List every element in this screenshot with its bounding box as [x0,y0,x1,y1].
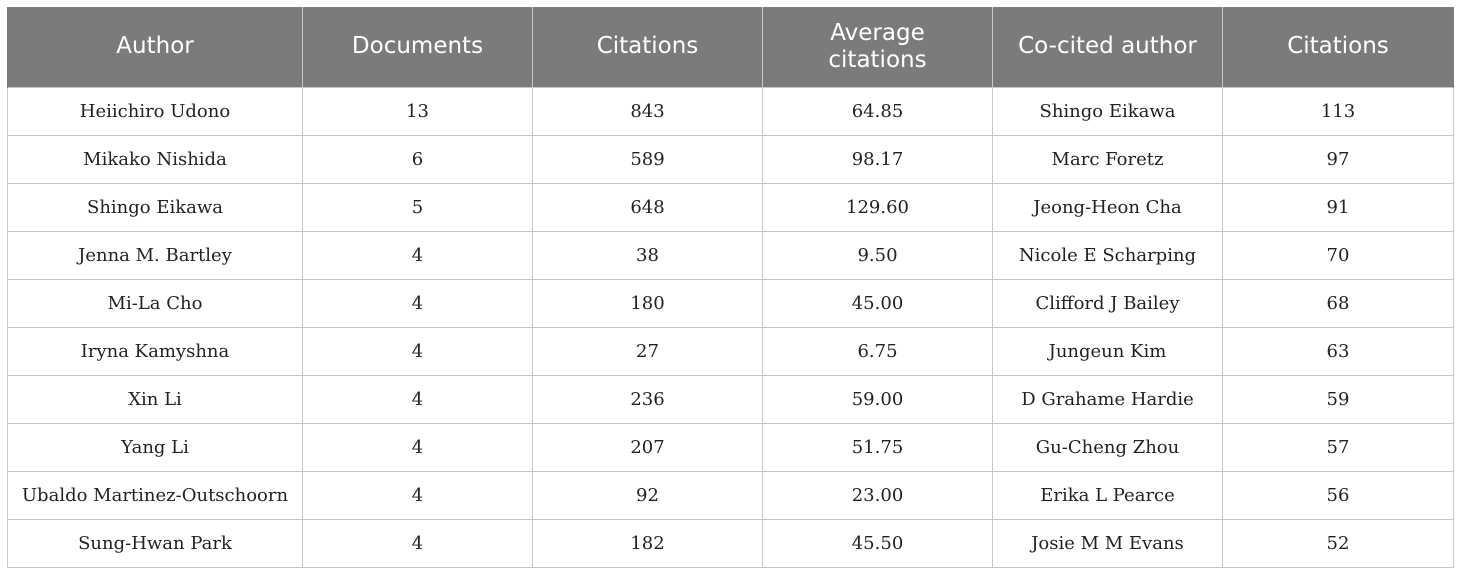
cell-citations: 236 [532,374,763,424]
cell-co-cited-author: D Grahame Hardie [992,374,1223,424]
cell-author: Shingo Eikawa [7,182,303,232]
cell-co-cited-citations: 63 [1222,326,1454,376]
header-co-cited-citations: Citations [1222,7,1454,87]
cell-average-citations: 9.50 [762,230,993,280]
cell-average-citations: 129.60 [762,182,993,232]
cell-co-cited-author: Jeong-Heon Cha [992,182,1223,232]
table-row: Sung-Hwan Park 4 182 45.50 Josie M M Eva… [7,518,1454,568]
header-row: Author Documents Citations Average citat… [7,7,1454,87]
table-row: Yang Li 4 207 51.75 Gu-Cheng Zhou 57 [7,422,1454,472]
cell-citations: 180 [532,278,763,328]
cell-citations: 27 [532,326,763,376]
table-row: Ubaldo Martinez-Outschoorn 4 92 23.00 Er… [7,470,1454,520]
cell-documents: 4 [302,230,533,280]
cell-co-cited-citations: 57 [1222,422,1454,472]
cell-author: Yang Li [7,422,303,472]
cell-documents: 4 [302,518,533,568]
cell-citations: 182 [532,518,763,568]
table-row: Mi-La Cho 4 180 45.00 Clifford J Bailey … [7,278,1454,328]
cell-author: Ubaldo Martinez-Outschoorn [7,470,303,520]
table-row: Jenna M. Bartley 4 38 9.50 Nicole E Scha… [7,230,1454,280]
cell-author: Xin Li [7,374,303,424]
cell-co-cited-citations: 56 [1222,470,1454,520]
cell-author: Jenna M. Bartley [7,230,303,280]
cell-co-cited-citations: 70 [1222,230,1454,280]
cell-average-citations: 6.75 [762,326,993,376]
author-citation-table: Author Documents Citations Average citat… [7,7,1454,568]
cell-co-cited-author: Gu-Cheng Zhou [992,422,1223,472]
cell-co-cited-citations: 91 [1222,182,1454,232]
cell-author: Iryna Kamyshna [7,326,303,376]
cell-documents: 4 [302,278,533,328]
cell-average-citations: 59.00 [762,374,993,424]
table-row: Mikako Nishida 6 589 98.17 Marc Foretz 9… [7,134,1454,184]
cell-documents: 4 [302,326,533,376]
cell-co-cited-author: Jungeun Kim [992,326,1223,376]
cell-average-citations: 51.75 [762,422,993,472]
cell-co-cited-author: Clifford J Bailey [992,278,1223,328]
table-header: Author Documents Citations Average citat… [7,7,1454,87]
cell-documents: 4 [302,374,533,424]
cell-author: Mikako Nishida [7,134,303,184]
cell-average-citations: 45.00 [762,278,993,328]
header-author: Author [7,7,303,87]
cell-co-cited-citations: 113 [1222,86,1454,136]
cell-documents: 13 [302,86,533,136]
cell-documents: 5 [302,182,533,232]
cell-citations: 92 [532,470,763,520]
cell-documents: 4 [302,470,533,520]
cell-citations: 207 [532,422,763,472]
table-row: Heiichiro Udono 13 843 64.85 Shingo Eika… [7,86,1454,136]
cell-author: Mi-La Cho [7,278,303,328]
cell-co-cited-author: Shingo Eikawa [992,86,1223,136]
cell-author: Heiichiro Udono [7,86,303,136]
cell-average-citations: 64.85 [762,86,993,136]
cell-citations: 589 [532,134,763,184]
cell-co-cited-citations: 52 [1222,518,1454,568]
cell-co-cited-citations: 68 [1222,278,1454,328]
cell-documents: 4 [302,422,533,472]
cell-author: Sung-Hwan Park [7,518,303,568]
cell-documents: 6 [302,134,533,184]
header-co-cited-author: Co-cited author [992,7,1223,87]
cell-average-citations: 45.50 [762,518,993,568]
cell-co-cited-author: Marc Foretz [992,134,1223,184]
table-row: Iryna Kamyshna 4 27 6.75 Jungeun Kim 63 [7,326,1454,376]
cell-co-cited-citations: 59 [1222,374,1454,424]
table-body: Heiichiro Udono 13 843 64.85 Shingo Eika… [7,86,1454,568]
cell-co-cited-author: Erika L Pearce [992,470,1223,520]
cell-co-cited-citations: 97 [1222,134,1454,184]
cell-average-citations: 23.00 [762,470,993,520]
header-documents: Documents [302,7,533,87]
cell-average-citations: 98.17 [762,134,993,184]
cell-citations: 843 [532,86,763,136]
table-row: Xin Li 4 236 59.00 D Grahame Hardie 59 [7,374,1454,424]
cell-co-cited-author: Nicole E Scharping [992,230,1223,280]
table-row: Shingo Eikawa 5 648 129.60 Jeong-Heon Ch… [7,182,1454,232]
header-average-citations: Average citations [762,7,993,87]
header-citations: Citations [532,7,763,87]
cell-co-cited-author: Josie M M Evans [992,518,1223,568]
cell-citations: 38 [532,230,763,280]
cell-citations: 648 [532,182,763,232]
